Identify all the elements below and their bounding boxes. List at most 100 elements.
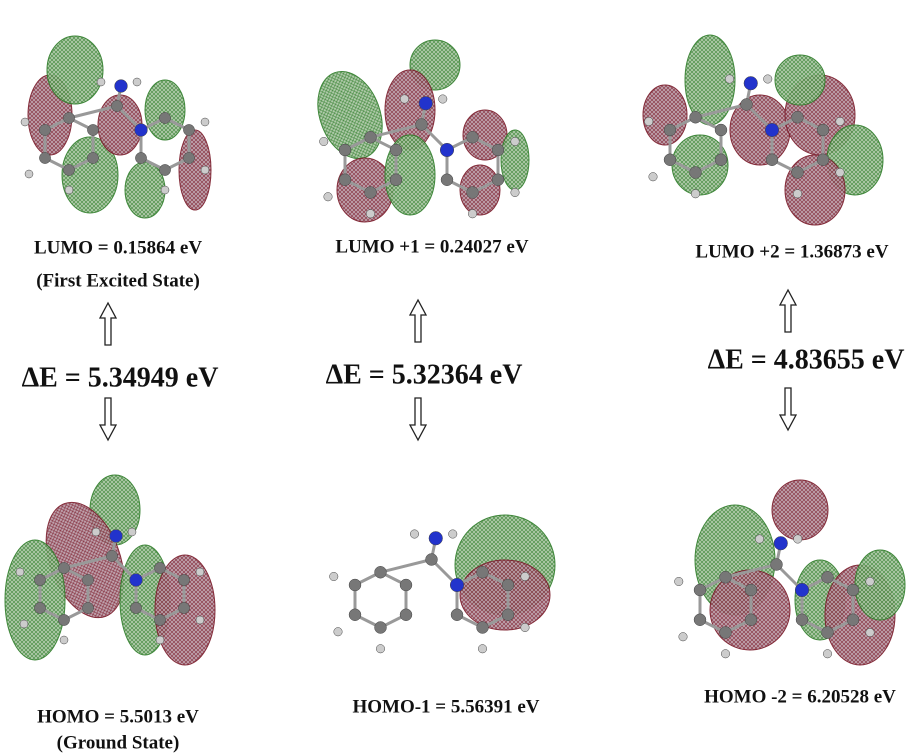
atom xyxy=(110,530,123,543)
atom xyxy=(130,602,141,613)
atom xyxy=(866,628,875,637)
atom xyxy=(721,650,730,659)
atom xyxy=(836,117,845,126)
atom xyxy=(836,168,845,177)
atom xyxy=(65,186,73,194)
energy-gap: ΔE = 5.32364 eV xyxy=(326,359,523,390)
atom xyxy=(111,100,122,111)
atom xyxy=(34,602,45,613)
atom xyxy=(106,550,117,561)
atom xyxy=(154,562,165,573)
atom xyxy=(694,584,706,596)
atom xyxy=(823,650,832,659)
atom xyxy=(866,577,875,586)
atom xyxy=(774,536,788,550)
bond xyxy=(381,560,432,573)
atom xyxy=(82,574,93,585)
lumo-note: (First Excited State) xyxy=(36,270,200,291)
atom xyxy=(156,636,164,644)
lumo-label: LUMO = 0.15864 eV xyxy=(34,237,202,258)
atom xyxy=(320,137,329,146)
atom xyxy=(339,144,351,156)
atom xyxy=(745,614,757,626)
atom xyxy=(87,152,98,163)
atom xyxy=(793,190,802,199)
atom xyxy=(690,167,702,179)
atom xyxy=(429,531,443,545)
energy-gap: ΔE = 4.83655 eV xyxy=(708,344,905,375)
arrow-down xyxy=(780,388,796,430)
atom xyxy=(755,535,764,544)
atom xyxy=(87,124,98,135)
atom xyxy=(334,628,343,637)
atom xyxy=(376,645,385,654)
atom xyxy=(771,559,783,571)
atom xyxy=(82,602,93,613)
atom xyxy=(720,627,732,639)
orbital-lobe xyxy=(125,162,165,218)
atom xyxy=(390,144,402,156)
atom xyxy=(135,124,148,137)
atom xyxy=(130,574,143,587)
atom xyxy=(847,614,859,626)
atom xyxy=(645,117,654,126)
atom xyxy=(478,645,487,654)
orbital-lobe xyxy=(775,55,825,105)
atom xyxy=(715,124,727,136)
arrow-down xyxy=(410,398,426,440)
atom xyxy=(178,574,189,585)
atom xyxy=(796,614,808,626)
atom xyxy=(92,528,100,536)
atom xyxy=(154,614,165,625)
atom xyxy=(419,96,433,110)
atom xyxy=(694,614,706,626)
atom xyxy=(691,190,700,199)
atom xyxy=(725,75,734,84)
lumo-label: LUMO +1 = 0.24027 eV xyxy=(335,236,528,257)
atom xyxy=(400,579,412,591)
atom xyxy=(133,78,141,86)
atom xyxy=(330,572,339,581)
arrow-up xyxy=(780,290,796,332)
atom xyxy=(477,566,489,578)
atom xyxy=(196,616,204,624)
atom xyxy=(745,584,757,596)
atom xyxy=(649,173,658,182)
atom xyxy=(410,530,419,539)
atom xyxy=(449,530,458,539)
atom xyxy=(161,186,169,194)
homo-label: HOMO -2 = 6.20528 eV xyxy=(704,686,896,707)
atom xyxy=(390,174,402,186)
atom xyxy=(664,124,676,136)
atom xyxy=(502,609,514,621)
orbital-lobe xyxy=(5,540,65,660)
atom xyxy=(451,609,463,621)
atom xyxy=(159,164,170,175)
atom xyxy=(715,154,727,166)
atom xyxy=(416,119,428,131)
atom xyxy=(766,154,778,166)
atom xyxy=(744,76,758,90)
atom xyxy=(400,609,412,621)
atom xyxy=(128,528,136,536)
atom xyxy=(440,143,454,157)
atom xyxy=(521,572,530,581)
atom xyxy=(817,124,829,136)
atom xyxy=(63,112,74,123)
atom xyxy=(822,627,834,639)
atom xyxy=(16,568,24,576)
atom xyxy=(365,187,377,199)
atom xyxy=(426,554,438,566)
atom xyxy=(178,602,189,613)
orbital-figure: LUMO = 0.15864 eV (First Excited State) … xyxy=(0,0,917,754)
atom xyxy=(511,188,520,197)
atom xyxy=(324,193,333,202)
atom xyxy=(339,174,351,186)
atom xyxy=(675,577,684,586)
homo-label: HOMO = 5.5013 eV xyxy=(37,706,199,727)
atom xyxy=(201,118,209,126)
atom xyxy=(690,111,702,123)
orbital-lobe xyxy=(47,36,103,104)
atom xyxy=(201,166,209,174)
atom xyxy=(477,622,489,634)
